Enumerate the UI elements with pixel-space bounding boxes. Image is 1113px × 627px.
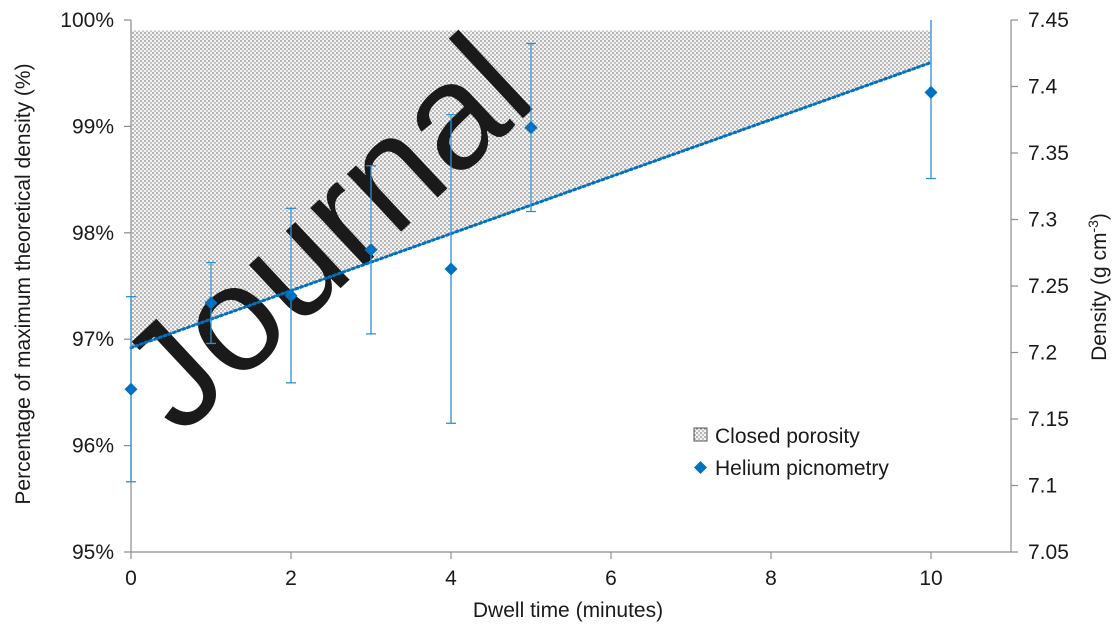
legend-marker-helium-picnometry <box>694 461 707 474</box>
data-point <box>524 120 538 134</box>
y-right-tick-label: 7.35 <box>1028 142 1069 165</box>
legend-label-closed-porosity: Closed porosity <box>715 425 860 448</box>
data-point <box>924 85 938 99</box>
y-left-tick-label: 95% <box>72 541 114 564</box>
y-right-tick-label: 7.05 <box>1028 541 1069 564</box>
legend-label-helium-picnometry: Helium picnometry <box>715 457 889 480</box>
data-point <box>204 296 218 310</box>
y-left-tick-label: 98% <box>72 222 114 245</box>
y-right-tick-label: 7.4 <box>1028 76 1058 99</box>
x-tick-label: 0 <box>125 567 137 590</box>
tick-layer: 0 2 4 6 8 10 95% 96% 97% 98% 99% 100% 7.05 7.1 7.15 7.2… <box>60 9 1069 590</box>
y-left-tick-label: 97% <box>72 328 114 351</box>
y-axis-right-title: Density (g cm-3) <box>1085 213 1111 361</box>
x-tick-label: 8 <box>765 567 777 590</box>
x-tick-label: 6 <box>605 567 617 590</box>
y-left-tick-label: 100% <box>60 9 114 32</box>
y-left-tick-label: 96% <box>72 435 114 458</box>
y-axis-right-title-end: ) <box>1088 213 1111 220</box>
x-tick-label: 2 <box>285 567 297 590</box>
y-right-tick-label: 7.3 <box>1028 209 1057 232</box>
legend: Closed porosity Helium picnometry <box>693 425 889 480</box>
point-layer <box>124 85 938 396</box>
data-point <box>124 382 138 396</box>
y-right-tick-label: 7.15 <box>1028 408 1069 431</box>
x-tick-label: 4 <box>445 567 457 590</box>
y-axis-right-title-main: Density (g cm <box>1088 233 1111 361</box>
x-axis-title: Dwell time (minutes) <box>473 599 663 622</box>
y-axis-right-title-sup: -3 <box>1085 220 1101 233</box>
y-right-tick-label: 7.2 <box>1028 342 1057 365</box>
legend-swatch-closed-porosity <box>693 427 708 442</box>
y-right-tick-label: 7.1 <box>1028 475 1057 498</box>
y-right-tick-label: 7.25 <box>1028 275 1069 298</box>
data-point <box>364 243 378 257</box>
y-axis-left-title: Percentage of maximum theoretical densit… <box>12 63 35 504</box>
y-right-tick-label: 7.45 <box>1028 9 1069 32</box>
y-left-tick-label: 99% <box>72 115 114 138</box>
data-point <box>444 262 458 276</box>
data-point <box>284 289 298 303</box>
x-tick-label: 10 <box>919 567 942 590</box>
